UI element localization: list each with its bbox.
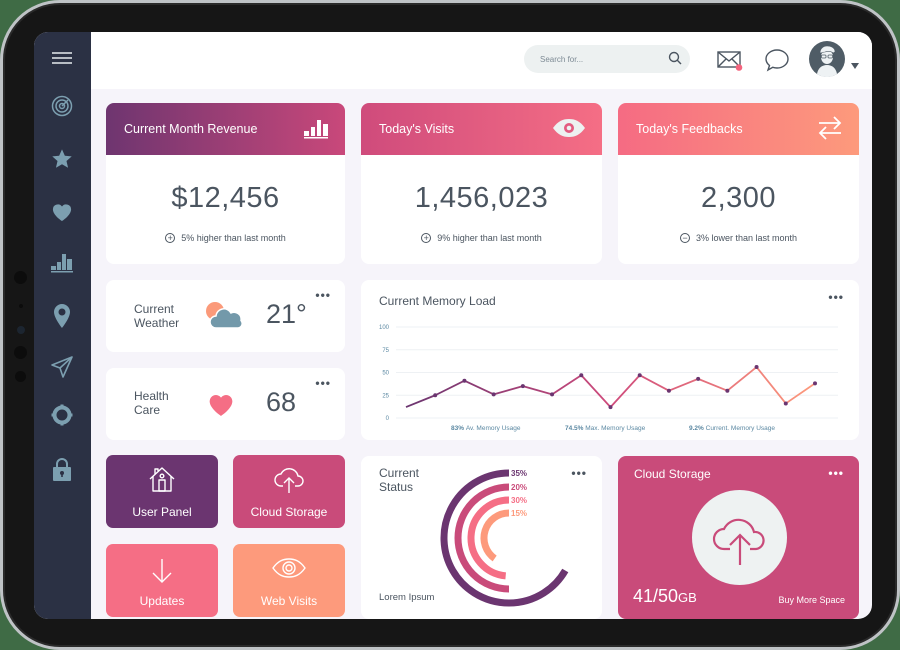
mail-icon[interactable] <box>717 50 745 77</box>
memory-stats-footer: 83% Av. Memory Usage 74.5% Max. Memory Us… <box>361 425 859 437</box>
health-value: 68 <box>266 387 297 417</box>
stat-note-text: 3% lower than last month <box>695 233 798 243</box>
more-options-icon[interactable]: ••• <box>828 466 844 480</box>
stat-card-visits: Today's Visits 1,456,023 + 9% higher tha… <box>361 103 602 264</box>
tile-label: Updates <box>139 594 185 608</box>
svg-text:15%: 15% <box>511 509 527 518</box>
tile-label: User Panel <box>132 505 192 519</box>
memory-stat: 83% Av. Memory Usage <box>451 425 521 432</box>
heart-icon <box>207 392 235 422</box>
stat-value: 2,300 <box>700 182 777 214</box>
weather-card: Current Weather 21° ••• <box>106 280 345 352</box>
more-options-icon[interactable]: ••• <box>315 288 331 302</box>
svg-text:20%: 20% <box>511 483 527 492</box>
memory-line-chart: 0 25 50 75 100 <box>379 325 838 422</box>
storage-used: 41/50 <box>633 586 679 606</box>
stat-card-header: Today's Feedbacks <box>618 103 859 155</box>
storage-usage: 41/50GB <box>633 586 697 607</box>
hamburger-icon[interactable] <box>49 45 75 71</box>
cloud-storage-tile[interactable]: Cloud Storage <box>233 455 345 528</box>
bar-chart-icon <box>303 117 329 142</box>
stat-title: Current Month Revenue <box>124 122 258 136</box>
updates-tile[interactable]: Updates <box>106 544 218 617</box>
stat-card-feedbacks: Today's Feedbacks 2,300 − 3% lower than … <box>618 103 859 264</box>
dashboard-screen: Current Month Revenue $12,456 + 5% highe… <box>34 32 872 619</box>
home-icon <box>106 466 218 492</box>
speaker-hole <box>14 346 27 359</box>
status-footer: Lorem Ipsum <box>379 592 435 603</box>
chat-icon[interactable] <box>764 48 790 79</box>
minus-circle-icon: − <box>679 233 690 243</box>
plus-circle-icon: + <box>421 233 432 243</box>
heart-icon[interactable] <box>49 199 75 225</box>
search-icon[interactable] <box>668 51 682 70</box>
search-input[interactable] <box>540 51 660 67</box>
partly-cloudy-icon <box>203 300 243 335</box>
current-status-card: Current Status ••• 35% 20% 30% 15% Lorem Ips… <box>361 456 602 619</box>
sensor-dot <box>19 304 23 308</box>
stat-value: $12,456 <box>171 182 280 214</box>
svg-text:35%: 35% <box>511 469 527 478</box>
eye-icon <box>233 558 345 578</box>
stat-card-header: Today's Visits <box>361 103 602 155</box>
speaker-hole <box>14 271 27 284</box>
chart-title: Current Memory Load <box>379 294 496 308</box>
swap-arrows-icon <box>817 115 843 143</box>
cloud-upload-button[interactable] <box>692 490 787 585</box>
cloud-title: Cloud Storage <box>634 467 711 481</box>
top-bar <box>91 32 872 89</box>
camera-lens <box>17 326 25 334</box>
cloud-upload-icon <box>712 518 765 565</box>
bar-chart-icon[interactable] <box>49 249 75 275</box>
web-visits-tile[interactable]: Web Visits <box>233 544 345 617</box>
svg-text:75: 75 <box>382 348 389 354</box>
stat-title: Today's Feedbacks <box>636 122 743 136</box>
gear-icon[interactable] <box>49 402 75 428</box>
more-options-icon[interactable]: ••• <box>315 376 331 390</box>
svg-text:0: 0 <box>386 416 390 422</box>
stat-card-header: Current Month Revenue <box>106 103 345 155</box>
star-icon[interactable] <box>49 146 75 172</box>
svg-text:25: 25 <box>382 393 389 399</box>
stat-note-text: 5% higher than last month <box>181 233 286 243</box>
status-title: Current Status <box>379 466 420 494</box>
search-box <box>524 45 690 73</box>
stat-note: + 9% higher than last month <box>361 233 602 243</box>
cloud-storage-card: Cloud Storage ••• 41/50GB Buy More Space <box>618 456 859 619</box>
user-panel-tile[interactable]: User Panel <box>106 455 218 528</box>
arrow-down-icon <box>106 558 218 584</box>
avatar[interactable] <box>809 41 845 82</box>
weather-label: Current Weather <box>134 302 180 330</box>
stat-value: 1,456,023 <box>414 182 549 214</box>
tile-label: Cloud Storage <box>250 505 328 519</box>
stat-title: Today's Visits <box>379 122 455 136</box>
stat-note: − 3% lower than last month <box>618 233 859 243</box>
memory-load-card: Current Memory Load ••• 0 25 50 75 100 83% A… <box>361 280 859 440</box>
storage-unit: GB <box>678 590 697 605</box>
buy-more-space-link[interactable]: Buy More Space <box>778 595 845 605</box>
tile-label: Web Visits <box>260 594 318 608</box>
weather-value: 21° <box>266 299 307 329</box>
health-card: Health Care 68 ••• <box>106 368 345 440</box>
svg-text:100: 100 <box>379 325 390 331</box>
stat-note: + 5% higher than last month <box>106 233 345 243</box>
svg-text:30%: 30% <box>511 496 527 505</box>
lock-icon[interactable] <box>49 456 75 482</box>
svg-text:50: 50 <box>382 371 389 377</box>
chevron-down-icon[interactable] <box>851 56 859 74</box>
memory-stat: 9.2% Current. Memory Usage <box>689 425 775 432</box>
target-icon[interactable] <box>49 93 75 119</box>
sidebar <box>34 32 91 619</box>
cloud-upload-icon <box>233 466 345 494</box>
paper-plane-icon[interactable] <box>49 354 75 380</box>
stat-note-text: 9% higher than last month <box>437 233 542 243</box>
memory-stat: 74.5% Max. Memory Usage <box>565 425 646 432</box>
map-pin-icon[interactable] <box>49 303 75 329</box>
health-label: Health Care <box>134 389 169 417</box>
plus-circle-icon: + <box>165 233 176 243</box>
status-radial-chart: 35% 20% 30% 15% <box>440 469 569 607</box>
speaker-hole <box>15 371 26 382</box>
eye-icon <box>552 118 586 141</box>
stat-card-revenue: Current Month Revenue $12,456 + 5% highe… <box>106 103 345 264</box>
